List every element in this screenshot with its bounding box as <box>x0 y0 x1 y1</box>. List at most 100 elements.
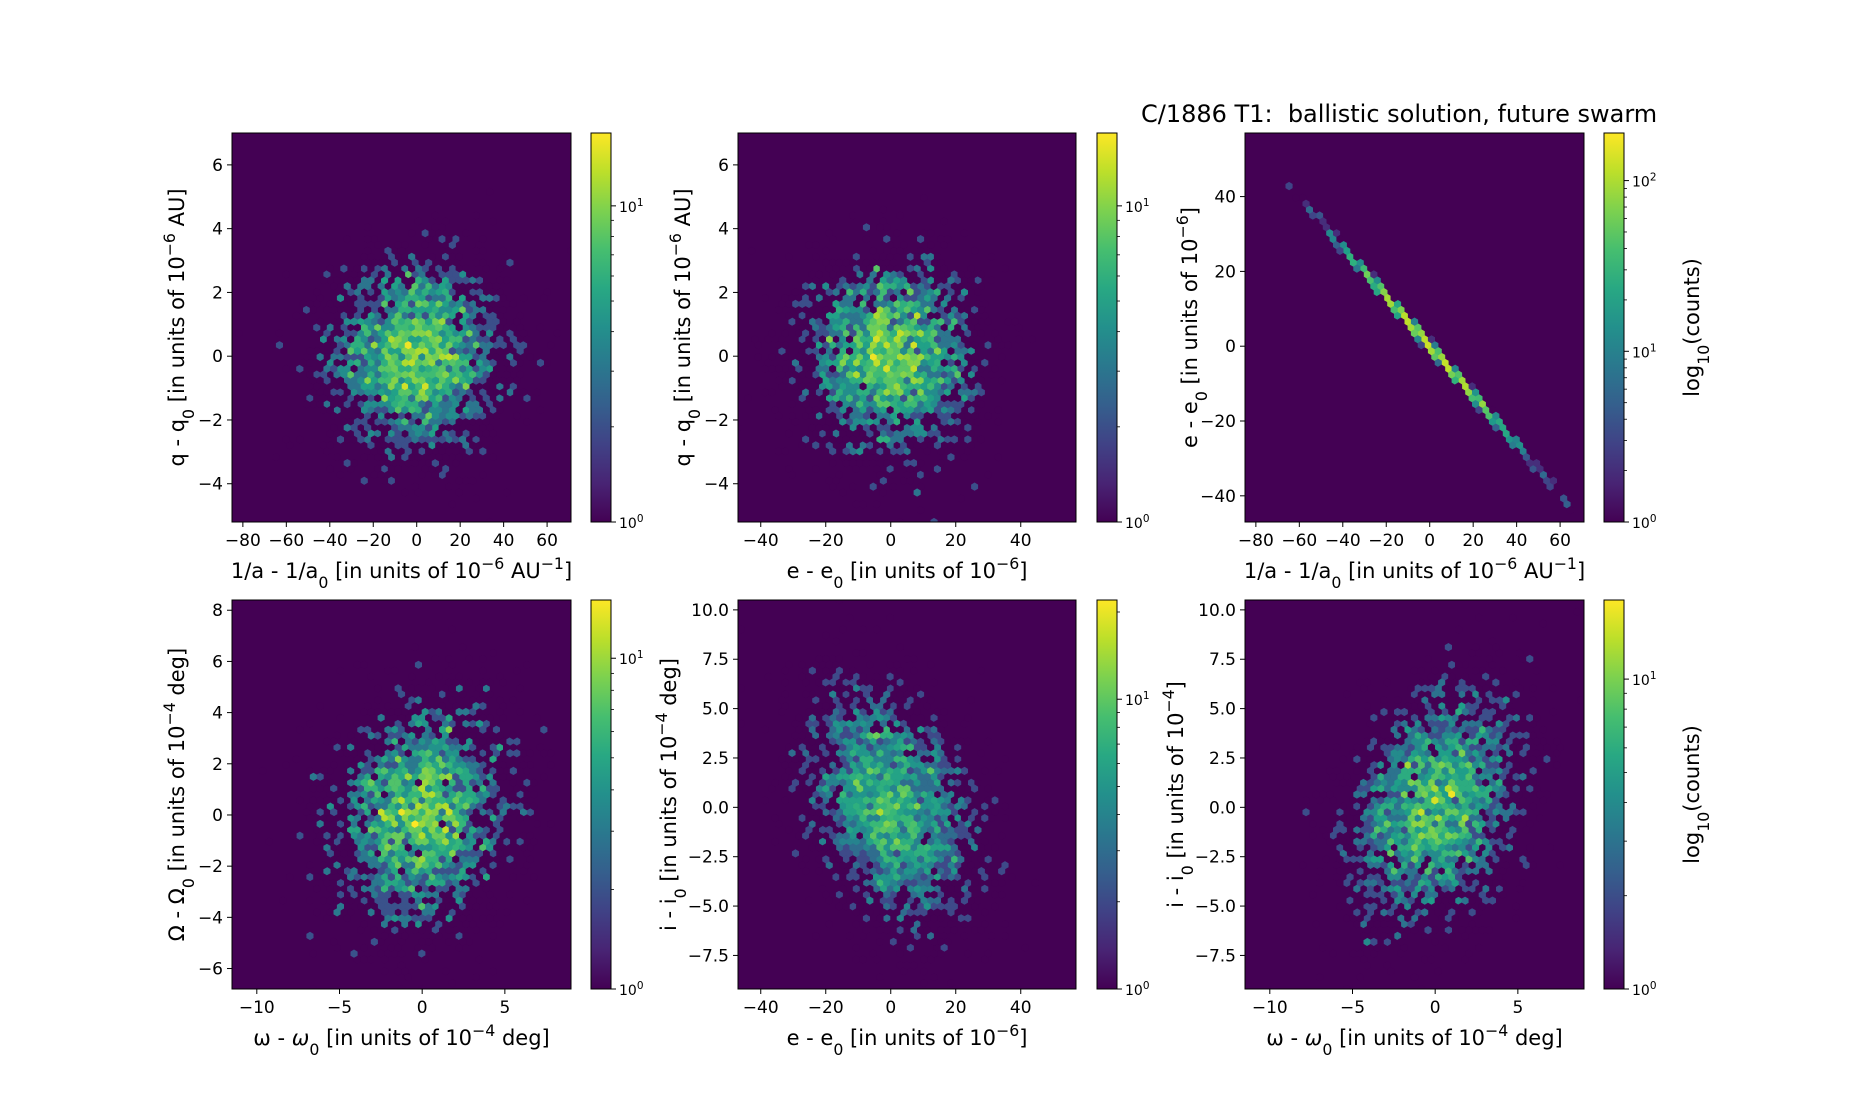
hexbin-cell <box>370 749 378 758</box>
hexbin-cell <box>364 400 372 409</box>
hexbin-cell <box>1353 766 1361 775</box>
hexbin-cell <box>960 778 968 787</box>
hexbin-cell <box>431 364 439 373</box>
hexbin-cell <box>988 931 995 941</box>
hexbin-cell <box>367 872 375 882</box>
hexbin-cell <box>846 335 854 344</box>
hexbin-cell <box>1444 772 1452 781</box>
hexbin-cell <box>957 749 965 758</box>
hexbin-cell <box>431 400 439 409</box>
hexbin-cell <box>998 376 1006 385</box>
hexbin-cell <box>465 305 473 314</box>
hexbin-cell <box>381 476 389 485</box>
hexbin-cell <box>370 258 378 267</box>
hexbin-cell <box>336 352 344 362</box>
hexbin-cell <box>822 784 830 793</box>
hexbin-cell <box>910 926 918 935</box>
hexbin-cell <box>923 400 931 409</box>
hexbin-cell <box>333 370 341 379</box>
hexbin-cell <box>326 778 334 787</box>
hexbin-cell <box>886 884 894 893</box>
hexbin-cell <box>313 382 321 391</box>
hexbin-cell <box>917 282 925 291</box>
hexbin-cell <box>920 335 928 344</box>
x-tick-label: −80 <box>225 531 261 551</box>
hexbin-cell <box>923 258 931 267</box>
hexbin-cell <box>442 755 450 764</box>
hexbin-cell <box>879 323 887 332</box>
hexbin-cell <box>486 713 494 722</box>
hexbin-cell <box>1492 411 1500 420</box>
hexbin-cell <box>499 760 507 770</box>
hexbin-cell <box>984 949 992 958</box>
hexbin-cell <box>397 796 406 805</box>
hexbin-cell <box>933 896 941 905</box>
hexbin-cell <box>279 896 287 905</box>
hexbin-cell <box>923 760 931 770</box>
hexbin-cell <box>822 725 830 734</box>
hexbin-cell <box>1360 837 1368 846</box>
hexbin-cell <box>896 293 904 303</box>
hexbin-cell <box>866 288 874 297</box>
hexbin-cell <box>967 394 975 403</box>
hexbin-cell <box>455 429 463 438</box>
hexbin-cell <box>937 796 945 805</box>
hexbin-cell <box>397 867 406 876</box>
hexbin-cell <box>984 796 992 805</box>
hexbin-cell <box>866 394 874 403</box>
hexbin-cell <box>1488 766 1496 775</box>
hexbin-cell <box>957 867 965 876</box>
hexbin-cell <box>391 376 399 385</box>
hexbin-cell <box>370 784 378 793</box>
hexbin-cell <box>764 358 772 367</box>
hexbin-cell <box>486 517 494 522</box>
hexbin-cell <box>808 388 816 397</box>
hexbin-cell <box>1475 861 1483 870</box>
hexbin-cell <box>862 808 870 817</box>
x-tick-label: 40 <box>1010 531 1032 551</box>
hexbin-cell <box>893 778 901 787</box>
hexbin-cell <box>873 802 881 811</box>
hexbin-cell <box>435 311 443 320</box>
hexbin-cell <box>835 702 843 711</box>
hexbin-cell <box>1424 855 1432 864</box>
hexbin-cell <box>391 725 399 734</box>
hexbin-cell <box>1028 335 1036 344</box>
hexbin-cell <box>1461 825 1469 834</box>
hexbin-cell <box>805 766 813 775</box>
hexbin-cell <box>883 435 891 444</box>
hexbin-cell <box>1529 766 1537 775</box>
hexbin-cell <box>869 305 877 314</box>
hexbin-cell <box>370 352 378 362</box>
hexbin-cell <box>381 825 389 834</box>
hexbin-cell <box>930 270 938 279</box>
hexbin-cell <box>340 743 348 752</box>
hexbin-cell <box>1407 802 1415 811</box>
hexbin-cell <box>971 341 979 350</box>
hexbin-cell <box>326 814 334 823</box>
hexbin-cell <box>1356 258 1364 267</box>
hexbin-cell <box>482 264 490 273</box>
colorbar-tick-label: 100 <box>619 513 644 532</box>
hexbin-cell <box>306 766 314 775</box>
hexbin-cell <box>957 914 965 923</box>
hexbin-cell <box>1499 702 1507 711</box>
hexbin-cell <box>1509 814 1517 823</box>
hexbin-cell <box>567 246 571 255</box>
hexbin-cell <box>947 382 955 391</box>
hexbin-cell <box>940 719 948 728</box>
hexbin-cell <box>479 725 487 734</box>
hexbin-cell <box>889 435 897 444</box>
hexbin-cell <box>303 400 311 409</box>
hexbin-cell <box>859 358 867 367</box>
hexbin-cell <box>455 755 463 764</box>
hexbin-cell <box>1444 914 1452 923</box>
hexbin-cell <box>1478 796 1486 805</box>
hexbin-cell <box>808 690 816 699</box>
hexbin-cell <box>805 405 813 415</box>
hexbin-cell <box>438 855 446 864</box>
hexbin-cell <box>785 766 793 775</box>
hexbin-cell <box>1387 814 1395 823</box>
hexbin-cell <box>496 837 504 846</box>
hexbin-cell <box>414 790 422 799</box>
